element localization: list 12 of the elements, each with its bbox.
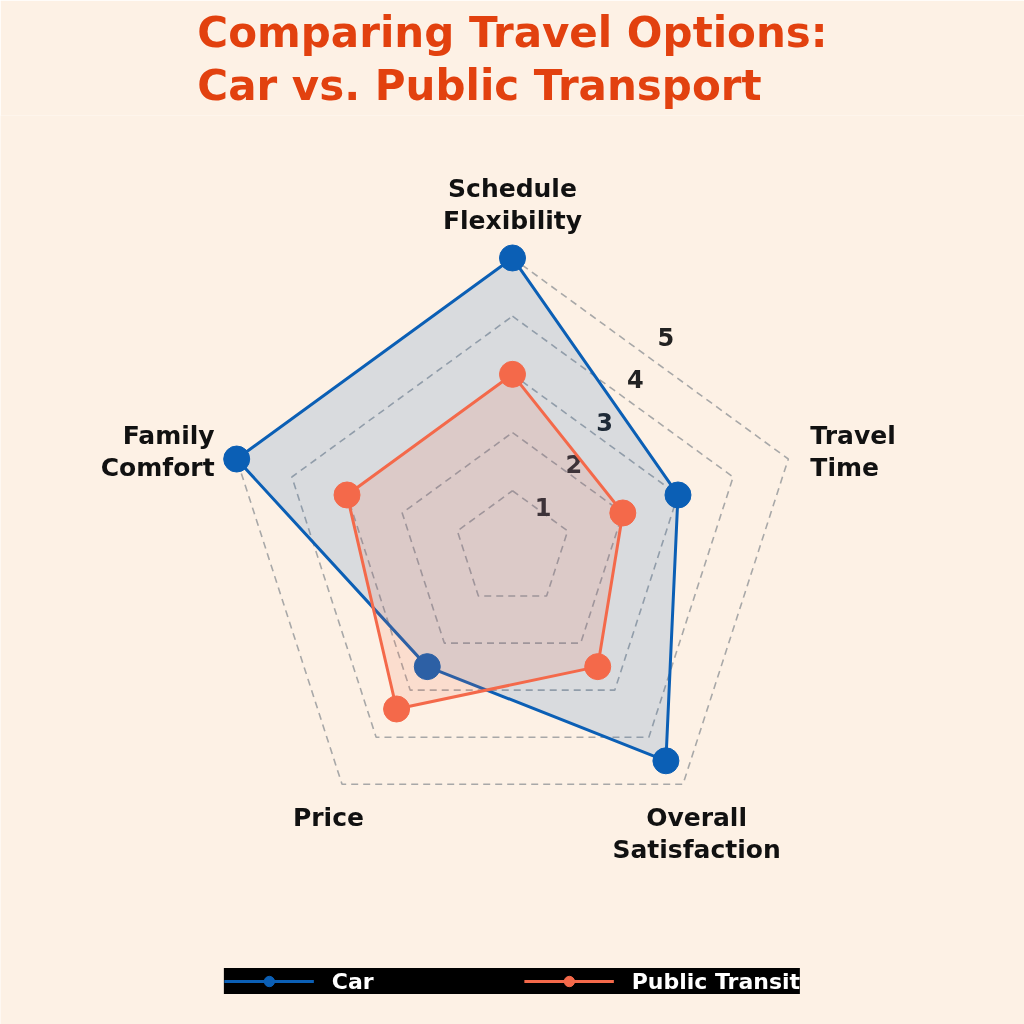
legend-label: Car [331, 968, 374, 994]
spoke-label: Travel Time [810, 421, 896, 483]
chart-title: Comparing Travel Options: Car vs. Public Transport [197, 7, 828, 111]
y-tick-label: 5 [657, 324, 675, 353]
y-tick-label: 1 [534, 493, 552, 522]
spoke-label: Schedule Flexibility [442, 173, 583, 235]
y-tick-label: 4 [626, 366, 644, 395]
spoke-label: Overall Satisfaction [612, 803, 781, 865]
spoke-label: Family Comfort [100, 421, 215, 483]
legend-label: Public Transit [631, 968, 801, 994]
spoke-label: Price [292, 803, 364, 833]
y-tick-label: 3 [596, 408, 613, 437]
